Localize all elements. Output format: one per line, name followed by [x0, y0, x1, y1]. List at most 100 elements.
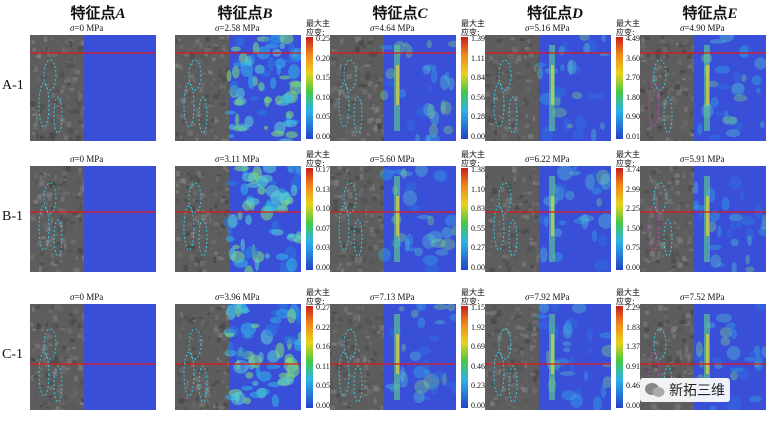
colorbar-tick: 0.165 6	[316, 342, 340, 351]
colorbar	[616, 168, 623, 270]
strain-field-image	[485, 166, 611, 272]
colorbar-tick: 0.104 0	[316, 204, 340, 213]
strain-field-image	[30, 304, 156, 410]
colorbar-tick: 0.171 6	[316, 165, 340, 174]
sigma-symbol: σ	[525, 23, 530, 33]
sigma-symbol: σ	[525, 154, 530, 164]
colorbar	[306, 306, 313, 408]
sigma-symbol: σ	[215, 292, 220, 302]
column-title-letter: C	[417, 6, 428, 22]
colorbar-title-line: 应变:	[461, 28, 480, 37]
colorbar-title-line: 应变:	[616, 159, 635, 168]
stress-value: =5.91 MPa	[684, 154, 725, 164]
colorbar-tick: 0.234 5	[471, 381, 495, 390]
stress-value: =4.64 MPa	[374, 23, 415, 33]
colorbar-tick: 0.696 3	[471, 342, 495, 351]
colorbar-tick: 0.465 4	[471, 361, 495, 371]
stress-label: σ=7.52 MPa	[680, 292, 725, 302]
colorbar-title: 最大主 应变:	[616, 150, 640, 168]
colorbar-tick: 0.104 2	[316, 92, 340, 102]
strain-field-image	[640, 166, 766, 272]
colorbar-title-line: 最大主	[616, 288, 640, 297]
stress-label: σ=7.13 MPa	[370, 292, 415, 302]
colorbar-tick: 2.291 2	[626, 303, 650, 312]
colorbar-tick: 0.555 7	[471, 223, 495, 233]
column-title-letter: A	[115, 6, 126, 22]
colorbar-tick: 0.754 4	[626, 243, 650, 252]
strain-field-image	[175, 35, 301, 141]
stress-label: σ=2.58 MPa	[215, 23, 260, 33]
colorbar-title-line: 应变:	[461, 159, 480, 168]
colorbar-title: 最大主 应变:	[306, 288, 330, 306]
colorbar-title-line: 应变:	[461, 297, 480, 306]
colorbar-title-line: 应变:	[616, 28, 635, 37]
colorbar-tick: 0.154 3	[316, 73, 340, 82]
stress-label: σ=6.22 MPa	[525, 154, 570, 164]
colorbar-title: 最大主 应变:	[461, 288, 485, 306]
colorbar-tick: 0.220 2	[316, 322, 340, 332]
colorbar-tick: 0.832 2	[471, 204, 495, 213]
colorbar-title-line: 应变:	[306, 28, 325, 37]
stress-value: =0 MPa	[74, 23, 104, 33]
colorbar-tick: 1.158 1	[471, 303, 495, 312]
colorbar-tick: 1.502 6	[626, 223, 650, 233]
strain-field-image	[30, 35, 156, 141]
stress-label: σ=3.11 MPa	[215, 154, 259, 164]
colorbar-tick: 1.108 6	[471, 184, 495, 194]
strain-field-image	[175, 304, 301, 410]
column-title-e: 特征点E	[640, 2, 767, 23]
stress-value: =4.90 MPa	[684, 23, 725, 33]
colorbar-tick: 2.250 7	[626, 204, 650, 213]
colorbar	[616, 306, 623, 408]
sigma-symbol: σ	[70, 154, 75, 164]
colorbar-tick: 1.397 3	[471, 34, 495, 43]
colorbar	[461, 37, 468, 139]
colorbar-tick: 0.002 9	[471, 262, 495, 272]
column-title-prefix: 特征点	[372, 4, 418, 22]
stress-value: =2.58 MPa	[219, 23, 260, 33]
colorbar-tick: 0.841 5	[471, 73, 495, 82]
stress-value: =7.52 MPa	[684, 292, 725, 302]
colorbar-tick: 0.003 6	[471, 400, 495, 410]
column-title-prefix: 特征点	[217, 4, 263, 22]
watermark-text: 新拓三维	[669, 383, 725, 399]
colorbar-tick: 0.006 3	[626, 262, 650, 272]
colorbar-title-line: 应变:	[306, 297, 325, 306]
stress-value: =5.16 MPa	[529, 23, 570, 33]
strain-field-image	[485, 304, 611, 410]
column-title-letter: B	[262, 6, 273, 22]
colorbar-tick: 1.833 6	[626, 322, 650, 332]
colorbar-tick: 0.036 4	[316, 243, 340, 252]
colorbar-title: 最大主 应变:	[306, 19, 330, 37]
sigma-symbol: σ	[525, 292, 530, 302]
colorbar-tick: 0.070 2	[316, 223, 340, 233]
stress-label: σ=0 MPa	[70, 292, 103, 302]
colorbar-tick: 0.056 4	[316, 381, 340, 390]
strain-field-image	[175, 166, 301, 272]
row-label: C-1	[2, 347, 23, 362]
stress-label: σ=7.92 MPa	[525, 292, 570, 302]
colorbar-title-line: 最大主	[616, 150, 640, 159]
colorbar-title: 最大主 应变:	[616, 288, 640, 306]
colorbar-tick: 3.747 0	[626, 165, 650, 174]
stress-label: σ=0 MPa	[70, 23, 103, 33]
colorbar-title: 最大主 应变:	[616, 19, 640, 37]
sigma-symbol: σ	[370, 154, 375, 164]
colorbar-title: 最大主 应变:	[306, 150, 330, 168]
row-label: B-1	[2, 209, 23, 224]
colorbar-title-line: 最大主	[461, 150, 485, 159]
sigma-symbol: σ	[70, 23, 75, 33]
colorbar-title: 最大主 应变:	[461, 150, 485, 168]
colorbar-title-line: 应变:	[616, 297, 635, 306]
colorbar-tick: 0.007 8	[471, 131, 495, 141]
stress-label: σ=0 MPa	[70, 154, 103, 164]
stress-value: =0 MPa	[74, 292, 104, 302]
stress-value: =5.60 MPa	[374, 154, 415, 164]
strain-field-image	[330, 35, 456, 141]
strain-field-image	[330, 166, 456, 272]
colorbar-tick: 1.119 4	[471, 53, 495, 63]
sigma-symbol: σ	[680, 23, 685, 33]
column-title-b: 特征点B	[175, 2, 315, 23]
colorbar-tick: 0.204 4	[316, 53, 340, 63]
stress-value: =7.13 MPa	[374, 292, 415, 302]
